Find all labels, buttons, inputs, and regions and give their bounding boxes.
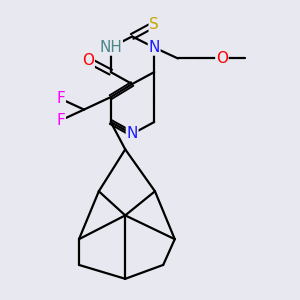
Text: N: N: [148, 40, 160, 55]
Text: N: N: [127, 127, 138, 142]
Text: F: F: [56, 113, 65, 128]
Text: F: F: [56, 92, 65, 106]
Text: O: O: [82, 53, 94, 68]
Text: NH: NH: [99, 40, 122, 55]
Text: O: O: [216, 51, 228, 66]
Text: S: S: [149, 17, 159, 32]
